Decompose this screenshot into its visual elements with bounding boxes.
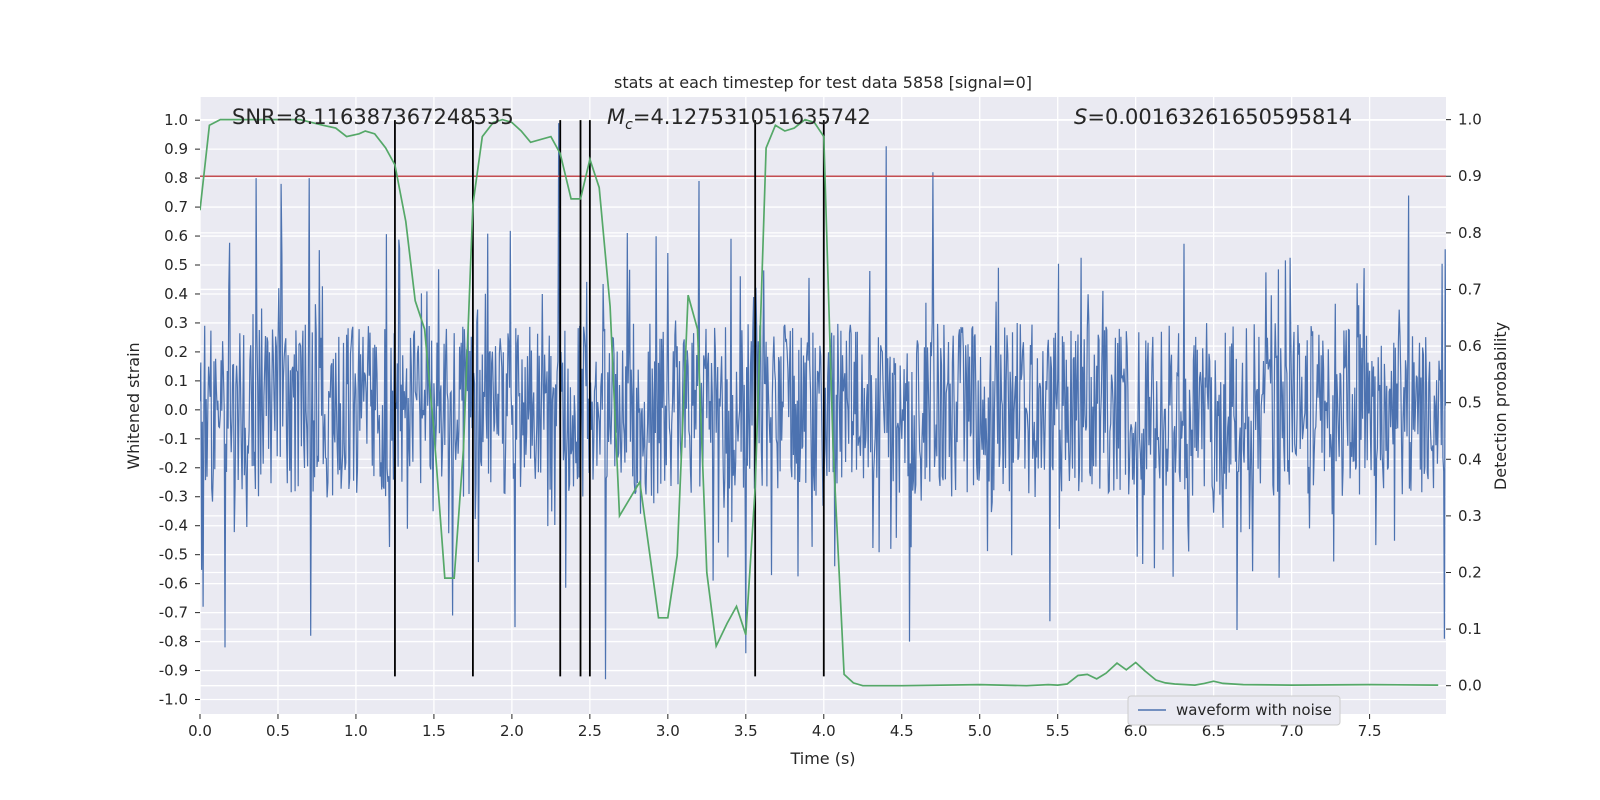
chirp-mass-annotation: Mc=4.127531051635742: [607, 105, 871, 133]
left-y-tick-label: 0.2: [164, 343, 188, 361]
s-statistic-annotation: S=0.00163261650595814: [1074, 105, 1352, 129]
left-y-tick-label: -0.4: [159, 517, 188, 535]
left-y-tick-label: -0.3: [159, 488, 188, 506]
left-y-axis-ticks: -1.0 -0.9 -0.8 -0.7 -0.6 -0.5 -0.4 -0.3 -0.2 -0.1…: [159, 111, 200, 709]
right-y-tick-label: 0.9: [1458, 167, 1482, 185]
right-y-axis-label: Detection probability: [1491, 322, 1510, 490]
x-tick-label: 5.0: [968, 722, 992, 740]
right-y-tick-label: 1.0: [1458, 111, 1482, 129]
left-y-tick-label: 0.4: [164, 285, 188, 303]
right-y-axis-ticks: 0.0 0.1 0.2 0.3 0.4 0.5 0.6 0.7 0.8 0.9 1.0: [1446, 111, 1482, 695]
right-y-tick-label: 0.4: [1458, 450, 1482, 468]
x-tick-label: 3.0: [656, 722, 680, 740]
left-y-tick-label: -0.7: [159, 604, 188, 622]
right-y-tick-label: 0.7: [1458, 280, 1482, 298]
detection-probability-series-line: [200, 118, 1439, 687]
vertical-marker-lines: [394, 120, 825, 677]
x-tick-label: 1.0: [344, 722, 368, 740]
x-tick-label: 7.5: [1358, 722, 1382, 740]
x-axis-label: Time (s): [789, 749, 855, 768]
left-y-tick-label: 0.3: [164, 314, 188, 332]
x-tick-label: 6.5: [1202, 722, 1226, 740]
x-tick-label: 3.5: [734, 722, 758, 740]
right-y-tick-label: 0.2: [1458, 563, 1482, 581]
left-y-tick-label: -0.9: [159, 662, 188, 680]
left-y-tick-label: 0.7: [164, 198, 188, 216]
left-y-axis-label: Whitened strain: [124, 342, 143, 469]
left-y-tick-label: 0.0: [164, 401, 188, 419]
right-y-tick-label: 0.8: [1458, 224, 1482, 242]
chart-title: stats at each timestep for test data 585…: [614, 73, 1032, 92]
right-y-tick-label: 0.3: [1458, 507, 1482, 525]
left-y-tick-label: -0.2: [159, 459, 188, 477]
chirp-mass-value: 4.127531051635742: [650, 105, 870, 129]
right-y-tick-label: 0.6: [1458, 337, 1482, 355]
snr-value: 8.116387367248535: [293, 105, 513, 129]
left-y-tick-label: -0.8: [159, 633, 188, 651]
left-y-tick-label: -1.0: [159, 691, 188, 709]
x-tick-label: 0.5: [266, 722, 290, 740]
legend-box: [1127, 695, 1341, 726]
right-y-tick-label: 0.1: [1458, 620, 1482, 638]
x-axis-ticks: 0.0 0.5 1.0 1.5 2.0 2.5 3.0 3.5 4.0 4.5 5.0 5.5 6.0 6…: [188, 714, 1382, 740]
x-tick-label: 6.0: [1124, 722, 1148, 740]
x-tick-label: 4.5: [890, 722, 914, 740]
left-y-tick-label: -0.5: [159, 546, 188, 564]
s-statistic-value: 0.00163261650595814: [1105, 105, 1352, 129]
x-tick-label: 7.0: [1280, 722, 1304, 740]
right-y-tick-label: 0.5: [1458, 394, 1482, 412]
s-statistic-equals: =: [1087, 105, 1105, 129]
x-tick-label: 4.0: [812, 722, 836, 740]
chirp-mass-equals: =: [633, 105, 651, 129]
legend-label-waveform: waveform with noise: [1176, 701, 1332, 719]
left-y-tick-label: -0.1: [159, 430, 188, 448]
right-y-tick-label: 0.0: [1458, 677, 1482, 695]
s-statistic-symbol: S: [1074, 105, 1087, 129]
left-y-tick-label: 0.5: [164, 256, 188, 274]
left-y-tick-label: 0.9: [164, 140, 188, 158]
left-y-tick-label: -0.6: [159, 575, 188, 593]
x-tick-label: 1.5: [422, 722, 446, 740]
chirp-mass-symbol: M: [607, 105, 625, 129]
left-y-tick-label: 0.1: [164, 372, 188, 390]
left-y-tick-label: 0.8: [164, 169, 188, 187]
snr-prefix: SNR=: [232, 105, 293, 129]
x-tick-label: 5.5: [1046, 722, 1070, 740]
x-tick-label: 0.0: [188, 722, 212, 740]
chirp-mass-subscript: c: [625, 117, 633, 133]
x-tick-label: 2.5: [578, 722, 602, 740]
left-y-tick-label: 1.0: [164, 111, 188, 129]
snr-annotation: SNR=8.116387367248535: [232, 105, 514, 129]
x-tick-label: 2.0: [500, 722, 524, 740]
legend: waveform with noise: [1127, 695, 1341, 726]
left-y-tick-label: 0.6: [164, 227, 188, 245]
